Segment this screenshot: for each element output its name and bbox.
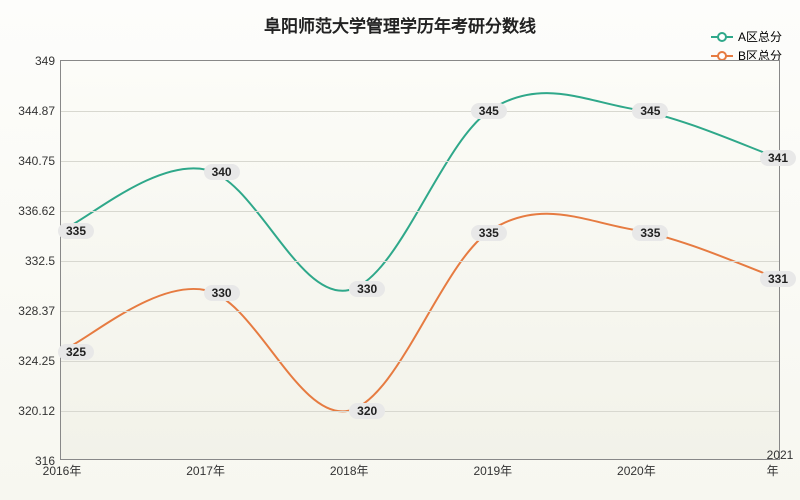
x-axis-label: 2019年: [473, 462, 512, 479]
series-line-b: [63, 214, 777, 412]
grid-line: [61, 261, 779, 262]
x-axis-label: 2021年: [767, 448, 794, 479]
x-axis-label: 2020年: [617, 462, 656, 479]
grid-line: [61, 411, 779, 412]
data-label: 325: [58, 344, 94, 360]
data-label: 330: [204, 285, 240, 301]
plot-area: 316320.12324.25328.37332.5336.62340.7534…: [60, 60, 780, 460]
grid-line: [61, 211, 779, 212]
grid-line: [61, 111, 779, 112]
data-label: 320: [349, 403, 385, 419]
data-label: 340: [204, 164, 240, 180]
grid-line: [61, 361, 779, 362]
data-label: 345: [471, 103, 507, 119]
legend-label-a: A区总分: [738, 28, 782, 45]
y-axis-label: 328.37: [5, 304, 55, 318]
data-label: 331: [760, 271, 796, 287]
x-axis-label: 2018年: [330, 462, 369, 479]
y-axis-label: 340.75: [5, 154, 55, 168]
chart-title: 阜阳师范大学管理学历年考研分数线: [264, 12, 536, 37]
chart-container: 阜阳师范大学管理学历年考研分数线 A区总分 B区总分 316320.12324.…: [0, 0, 800, 500]
data-label: 341: [760, 150, 796, 166]
y-axis-label: 344.87: [5, 104, 55, 118]
y-axis-label: 332.5: [5, 254, 55, 268]
data-label: 335: [471, 225, 507, 241]
grid-line: [61, 161, 779, 162]
y-axis-label: 324.25: [5, 354, 55, 368]
x-axis-label: 2016年: [43, 462, 82, 479]
legend-item-a: A区总分: [711, 28, 782, 45]
data-label: 345: [632, 103, 668, 119]
data-label: 330: [349, 281, 385, 297]
series-lines: [61, 61, 779, 459]
data-label: 335: [58, 223, 94, 239]
y-axis-label: 336.62: [5, 204, 55, 218]
y-axis-label: 349: [5, 54, 55, 68]
data-label: 335: [632, 225, 668, 241]
legend-swatch-a: [711, 36, 733, 38]
x-axis-label: 2017年: [186, 462, 225, 479]
grid-line: [61, 311, 779, 312]
legend-swatch-b: [711, 55, 733, 57]
y-axis-label: 320.12: [5, 404, 55, 418]
